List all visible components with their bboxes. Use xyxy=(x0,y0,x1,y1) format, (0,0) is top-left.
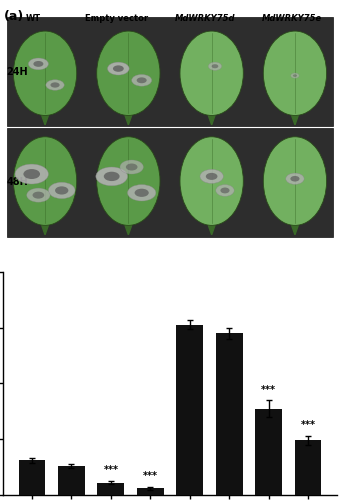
Ellipse shape xyxy=(137,78,147,83)
Text: MdWRKY75e: MdWRKY75e xyxy=(261,14,322,22)
Ellipse shape xyxy=(220,188,230,194)
Ellipse shape xyxy=(33,192,44,198)
Ellipse shape xyxy=(180,137,243,226)
Text: Empty vector: Empty vector xyxy=(85,14,148,22)
Ellipse shape xyxy=(286,173,304,184)
Text: ***: *** xyxy=(103,466,118,475)
Polygon shape xyxy=(125,226,132,234)
Polygon shape xyxy=(292,116,298,125)
Text: ***: *** xyxy=(143,472,158,482)
Ellipse shape xyxy=(200,170,223,183)
Ellipse shape xyxy=(23,169,40,179)
Bar xyxy=(137,488,164,495)
Ellipse shape xyxy=(135,188,149,197)
Ellipse shape xyxy=(27,188,50,202)
Ellipse shape xyxy=(120,160,143,174)
FancyBboxPatch shape xyxy=(7,128,333,238)
Ellipse shape xyxy=(293,74,297,77)
Polygon shape xyxy=(292,226,298,234)
FancyBboxPatch shape xyxy=(7,17,333,126)
Text: ***: *** xyxy=(301,420,316,430)
Polygon shape xyxy=(42,226,48,234)
Ellipse shape xyxy=(15,164,48,184)
Ellipse shape xyxy=(48,182,75,198)
Text: 24H: 24H xyxy=(7,67,28,77)
Bar xyxy=(58,466,85,495)
Ellipse shape xyxy=(208,62,222,70)
Ellipse shape xyxy=(290,176,300,182)
Ellipse shape xyxy=(206,173,218,180)
Ellipse shape xyxy=(263,137,327,226)
Ellipse shape xyxy=(96,167,128,186)
Text: WT: WT xyxy=(26,14,41,22)
Bar xyxy=(295,440,321,495)
Ellipse shape xyxy=(291,73,299,78)
Polygon shape xyxy=(125,116,132,125)
Text: (a): (a) xyxy=(3,10,24,23)
Ellipse shape xyxy=(180,31,243,116)
Ellipse shape xyxy=(113,66,124,72)
Ellipse shape xyxy=(263,31,327,116)
Ellipse shape xyxy=(104,172,120,181)
Ellipse shape xyxy=(132,74,152,86)
Ellipse shape xyxy=(46,80,64,90)
Ellipse shape xyxy=(216,184,234,196)
Ellipse shape xyxy=(29,58,48,70)
Ellipse shape xyxy=(13,31,77,116)
Ellipse shape xyxy=(55,186,68,194)
Text: ***: *** xyxy=(261,384,276,394)
Bar xyxy=(216,333,242,495)
Ellipse shape xyxy=(13,137,77,226)
Ellipse shape xyxy=(33,61,44,67)
Polygon shape xyxy=(208,226,215,234)
Ellipse shape xyxy=(97,31,160,116)
Polygon shape xyxy=(208,116,215,125)
Text: 48H: 48H xyxy=(7,177,29,187)
Bar xyxy=(19,460,45,495)
Ellipse shape xyxy=(97,137,160,226)
Polygon shape xyxy=(42,116,48,125)
Bar xyxy=(176,325,203,495)
Text: MdWRKY75d: MdWRKY75d xyxy=(175,14,235,22)
Ellipse shape xyxy=(211,64,218,68)
Ellipse shape xyxy=(128,184,156,201)
Ellipse shape xyxy=(126,164,137,170)
Bar xyxy=(255,408,282,495)
Ellipse shape xyxy=(50,82,60,87)
Bar xyxy=(98,482,124,495)
Ellipse shape xyxy=(107,62,129,75)
